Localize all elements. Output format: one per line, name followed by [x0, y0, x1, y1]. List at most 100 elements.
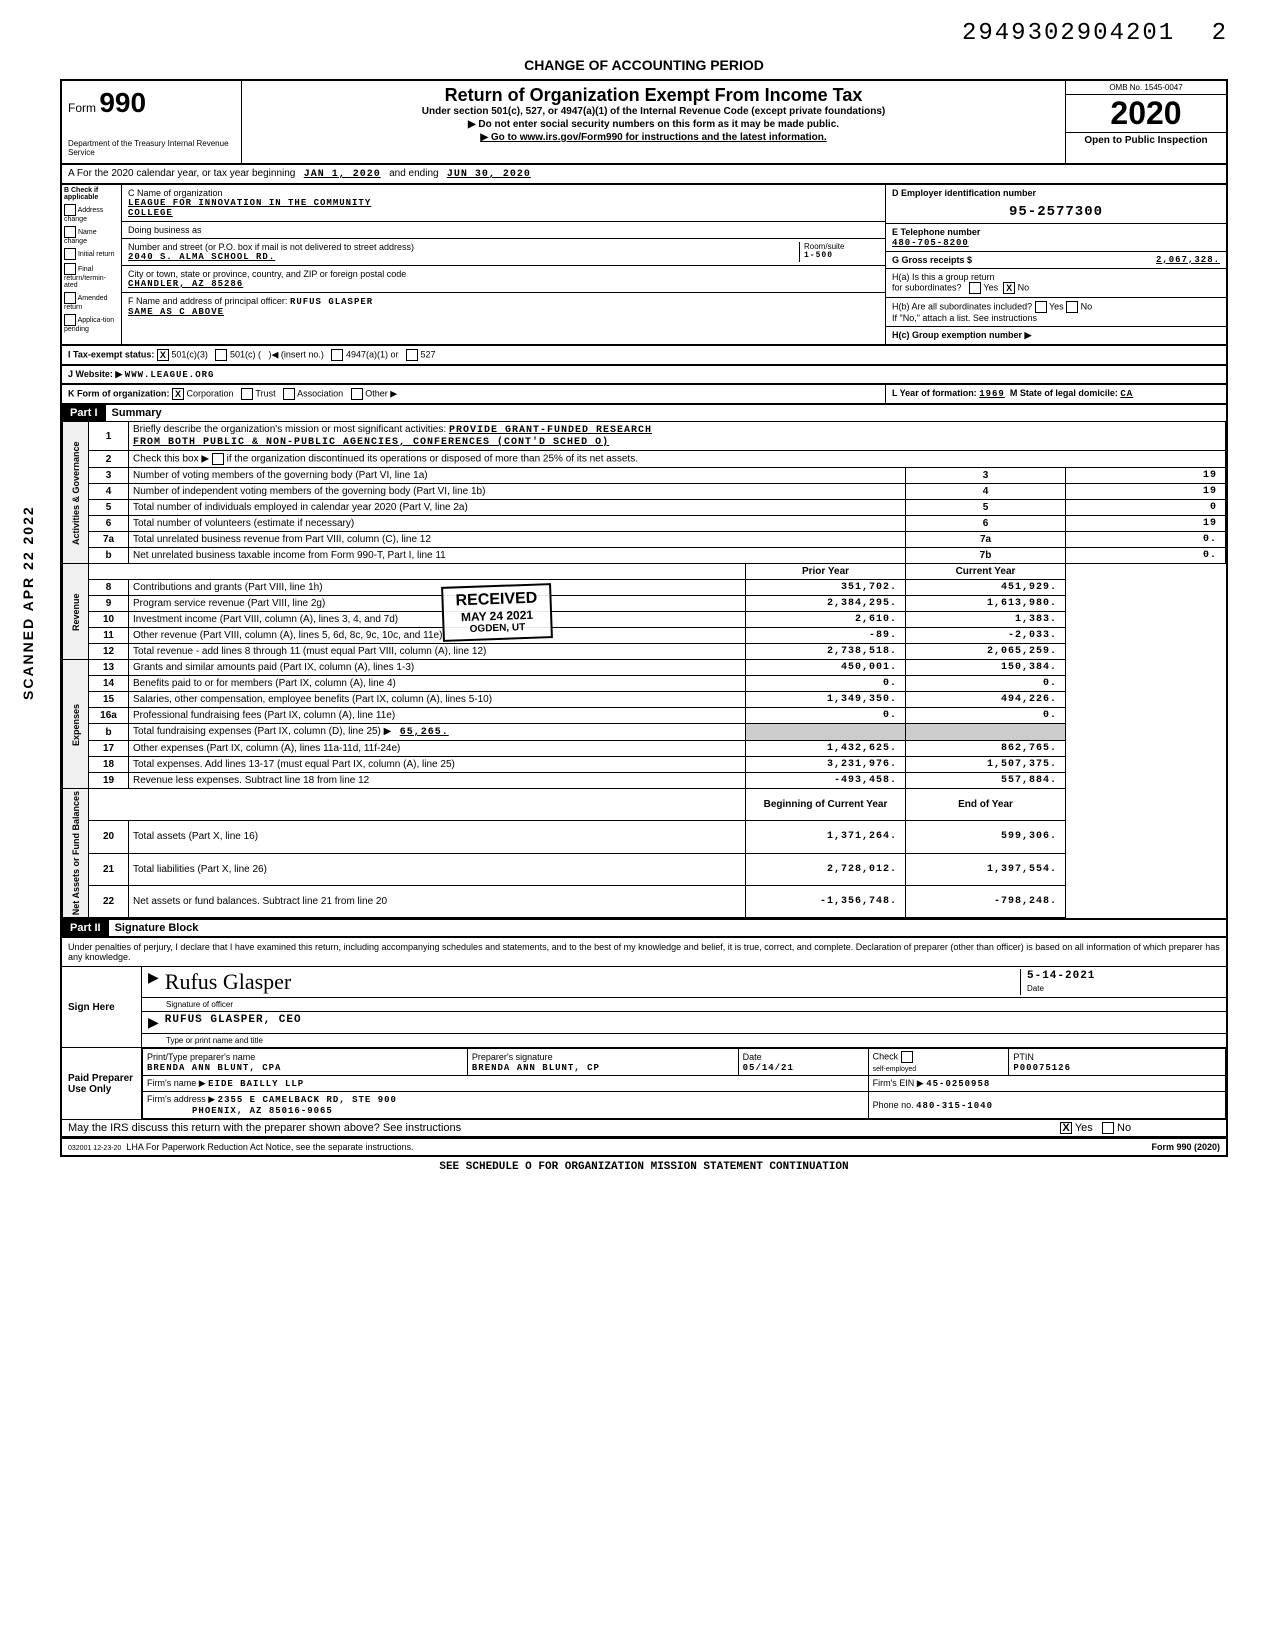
org-name-row: C Name of organization LEAGUE FOR INNOVA… [122, 185, 885, 222]
document-code: 2949302904201 2 [60, 20, 1228, 47]
h-a-label2: for subordinates? [892, 282, 962, 292]
table-row: 14Benefits paid to or for members (Part … [63, 676, 1226, 692]
table-row: Expenses13Grants and similar amounts pai… [63, 660, 1226, 676]
form-title: Return of Organization Exempt From Incom… [246, 85, 1061, 106]
col-end: End of Year [906, 789, 1066, 821]
line-a: A For the 2020 calendar year, or tax yea… [60, 165, 1228, 185]
table-row: 4Number of independent voting members of… [63, 484, 1226, 500]
form-header: Form 990 Department of the Treasury Inte… [60, 79, 1228, 165]
table-row: 16aProfessional fundraising fees (Part I… [63, 708, 1226, 724]
room-label: Room/suite [804, 242, 879, 251]
line-a-mid: and ending [389, 168, 439, 179]
table-row: 11Other revenue (Part VIII, column (A), … [63, 628, 1226, 644]
col-prior: Prior Year [746, 564, 906, 580]
org-name-label: C Name of organization [128, 188, 879, 198]
officer-addr: SAME AS C ABOVE [128, 307, 879, 317]
k-trust-box [241, 388, 253, 400]
type-label: Type or print name and title [166, 1036, 1220, 1045]
sig-label: Signature of officer [166, 1000, 1220, 1009]
city-row: City or town, state or province, country… [122, 266, 885, 293]
k-corp-box: X [172, 388, 184, 400]
code-suffix: 2 [1212, 20, 1228, 47]
row-1: Briefly describe the organization's miss… [129, 422, 1226, 451]
table-row: 5Total number of individuals employed in… [63, 500, 1226, 516]
table-row: 6Total number of volunteers (estimate if… [63, 516, 1226, 532]
check-application: Applica-tion pending [64, 314, 119, 333]
table-row: 10Investment income (Part VIII, column (… [63, 612, 1226, 628]
col-b-header: B Check if applicable [64, 187, 119, 201]
preparer-table: Print/Type preparer's nameBRENDA ANN BLU… [142, 1048, 1226, 1119]
table-row: 8Contributions and grants (Part VIII, li… [63, 580, 1226, 596]
k-assoc-box [283, 388, 295, 400]
row-1-num: 1 [89, 422, 129, 451]
table-row: 7aTotal unrelated business revenue from … [63, 532, 1226, 548]
table-row: bNet unrelated business taxable income f… [63, 548, 1226, 564]
officer-row: F Name and address of principal officer:… [122, 293, 885, 320]
phone-value: 480-705-8200 [892, 238, 969, 248]
h-b-note: If "No," attach a list. See instructions [892, 313, 1037, 323]
dept-label: Department of the Treasury Internal Reve… [68, 139, 235, 157]
m-value: CA [1120, 389, 1133, 399]
declaration: Under penalties of perjury, I declare th… [62, 938, 1226, 967]
org-name-2: COLLEGE [128, 208, 879, 218]
m-label: M State of legal domicile: [1010, 388, 1118, 398]
table-row: 17Other expenses (Part IX, column (A), l… [63, 741, 1226, 757]
sign-here-label: Sign Here [62, 967, 142, 1047]
discuss-no-box [1102, 1122, 1114, 1134]
check-address: Address change [64, 204, 119, 223]
form-arrow-2: ▶ Go to www.irs.gov/Form990 for instruct… [246, 132, 1061, 143]
col-current: Current Year [906, 564, 1066, 580]
addr-label: Number and street (or P.O. box if mail i… [128, 242, 799, 252]
h-c-row: H(c) Group exemption number ▶ [886, 327, 1226, 344]
side-exp: Expenses [63, 660, 89, 789]
form-header-left: Form 990 Department of the Treasury Inte… [62, 81, 242, 163]
check-name: Name change [64, 226, 119, 245]
part-1-title: Summary [106, 407, 162, 419]
h-a-yes-box [969, 282, 981, 294]
line-a-prefix: A For the 2020 calendar year, or tax yea… [68, 168, 295, 179]
gross-row: G Gross receipts $ 2,067,328. [886, 252, 1226, 269]
j-value: WWW.LEAGUE.ORG [125, 370, 215, 380]
table-row: 18Total expenses. Add lines 13-17 (must … [63, 757, 1226, 773]
line-a-end: JUN 30, 2020 [447, 169, 531, 180]
part-1-header: Part I [62, 405, 106, 421]
table-row: 21Total liabilities (Part X, line 26)2,7… [63, 853, 1226, 885]
officer-typed: RUFUS GLASPER, CEO [165, 1014, 1220, 1031]
col-b: B Check if applicable Address change Nam… [62, 185, 122, 344]
received-stamp: RECEIVED MAY 24 2021 OGDEN, UT [441, 583, 553, 642]
part-1: Part I Summary Activities & Governance 1… [60, 405, 1228, 920]
h-b-label: H(b) Are all subordinates included? [892, 301, 1032, 311]
open-public: Open to Public Inspection [1066, 133, 1226, 148]
h-b-yes-box [1035, 301, 1047, 313]
i-501c-box [215, 349, 227, 361]
table-row: 9Program service revenue (Part VIII, lin… [63, 596, 1226, 612]
check-initial: Initial return [64, 248, 119, 260]
form-ref: Form 990 (2020) [1151, 1142, 1220, 1152]
officer-signature: Rufus Glasper [165, 969, 1020, 995]
table-row: 20Total assets (Part X, line 16)1,371,26… [63, 821, 1226, 853]
part-2-title: Signature Block [109, 922, 199, 934]
dba-label: Doing business as [128, 225, 202, 235]
continuation-note: SEE SCHEDULE O FOR ORGANIZATION MISSION … [60, 1161, 1228, 1173]
form-number-value: 990 [99, 87, 146, 118]
h-a-label: H(a) Is this a group return [892, 272, 995, 282]
form-subtitle: Under section 501(c), 527, or 4947(a)(1)… [246, 106, 1061, 117]
form-header-right: OMB No. 1545-0047 2020 Open to Public In… [1066, 81, 1226, 163]
ein-value: 95-2577300 [892, 204, 1220, 220]
room-suite: Room/suite 1-500 [799, 242, 879, 262]
arrow-icon: ▶ [148, 1014, 159, 1031]
part-2: Part II Signature Block [60, 920, 1228, 938]
room-value: 1-500 [804, 251, 879, 260]
l-label: L Year of formation: [892, 388, 977, 398]
gross-value: 2,067,328. [1156, 255, 1220, 265]
phone-label: E Telephone number [892, 227, 980, 237]
table-row: 12Total revenue - add lines 8 through 11… [63, 644, 1226, 660]
ein-row: D Employer identification number 95-2577… [886, 185, 1226, 224]
h-a-row: H(a) Is this a group return for subordin… [886, 269, 1226, 298]
i-501c3-box: X [157, 349, 169, 361]
officer-name: RUFUS GLASPER [290, 297, 373, 307]
ein-label: D Employer identification number [892, 188, 1220, 198]
j-label: J Website: ▶ [68, 369, 122, 379]
table-row: 19Revenue less expenses. Subtract line 1… [63, 773, 1226, 789]
row-2: Check this box ▶ if the organization dis… [129, 451, 1226, 468]
